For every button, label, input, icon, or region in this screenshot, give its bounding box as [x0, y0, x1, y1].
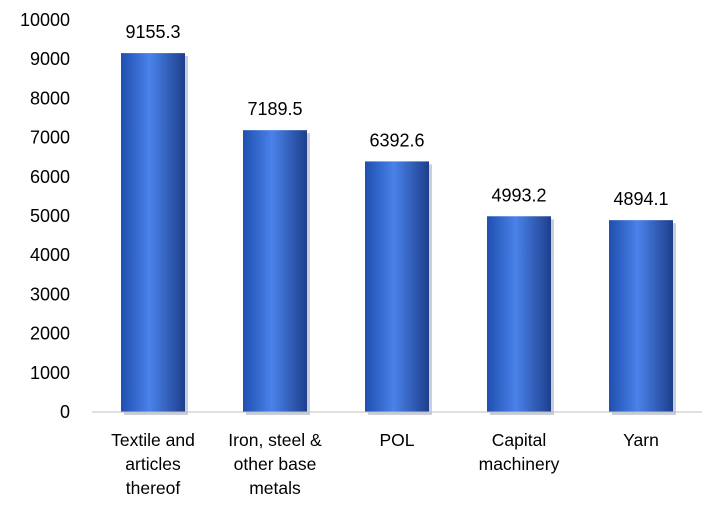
y-tick-label: 3000 [30, 284, 70, 304]
bar-rect [487, 216, 551, 412]
bar [121, 53, 188, 415]
y-tick-label: 5000 [30, 206, 70, 226]
bar-rect [121, 53, 185, 412]
y-tick-label: 6000 [30, 167, 70, 187]
y-tick-label: 9000 [30, 49, 70, 69]
data-label: 4993.2 [491, 185, 546, 205]
y-tick-label: 4000 [30, 245, 70, 265]
x-category-label: Iron, steel & other base metals [228, 430, 322, 498]
x-category-label-line: Textile and [111, 430, 195, 450]
bar [609, 220, 676, 415]
y-tick-label: 1000 [30, 363, 70, 383]
x-category-label-line: other base [234, 454, 317, 474]
x-category-label-line: Capital [492, 430, 546, 450]
x-category-label-line: metals [249, 478, 301, 498]
x-category-label-line: Yarn [623, 430, 659, 450]
x-category-label-line: POL [379, 430, 414, 450]
x-category-label: Capital machinery [479, 430, 560, 474]
y-tick-label: 0 [60, 402, 70, 422]
y-axis-tick-labels: 0 1000 2000 3000 4000 5000 6000 7000 8000 9000 100… [20, 10, 70, 422]
data-label: 7189.5 [247, 99, 302, 119]
data-labels: 9155.3 7189.5 6392.6 4993.2 4894.1 [125, 22, 668, 209]
bar [365, 161, 432, 415]
data-label: 9155.3 [125, 22, 180, 42]
x-category-label-line: articles [125, 454, 181, 474]
bar [487, 216, 554, 415]
x-category-label: POL [379, 430, 414, 450]
data-label: 4894.1 [613, 189, 668, 209]
x-axis-category-labels: Textile and articles thereof Iron, steel & o… [111, 430, 659, 498]
y-tick-label: 7000 [30, 128, 70, 148]
y-tick-label: 10000 [20, 10, 70, 30]
data-label: 6392.6 [369, 130, 424, 150]
x-category-label-line: thereof [126, 478, 181, 498]
bar-rect [365, 161, 429, 412]
bars [121, 53, 676, 415]
x-category-label-line: machinery [479, 454, 560, 474]
bar [243, 130, 310, 415]
x-category-label: Textile and articles thereof [111, 430, 195, 498]
bar-rect [243, 130, 307, 412]
x-category-label-line: Iron, steel & [228, 430, 322, 450]
y-tick-label: 8000 [30, 88, 70, 108]
x-category-label: Yarn [623, 430, 659, 450]
y-tick-label: 2000 [30, 324, 70, 344]
bar-rect [609, 220, 673, 412]
